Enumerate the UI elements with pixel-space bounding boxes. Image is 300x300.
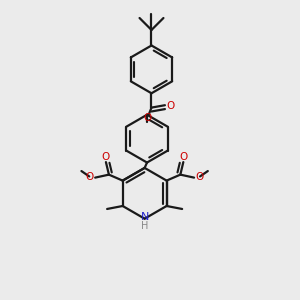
Text: O: O — [143, 113, 151, 123]
Text: N: N — [140, 212, 149, 223]
Text: H: H — [141, 221, 148, 231]
Text: O: O — [101, 152, 110, 162]
Text: O: O — [86, 172, 94, 182]
Text: O: O — [195, 172, 204, 182]
Text: O: O — [166, 101, 174, 111]
Text: O: O — [180, 152, 188, 162]
